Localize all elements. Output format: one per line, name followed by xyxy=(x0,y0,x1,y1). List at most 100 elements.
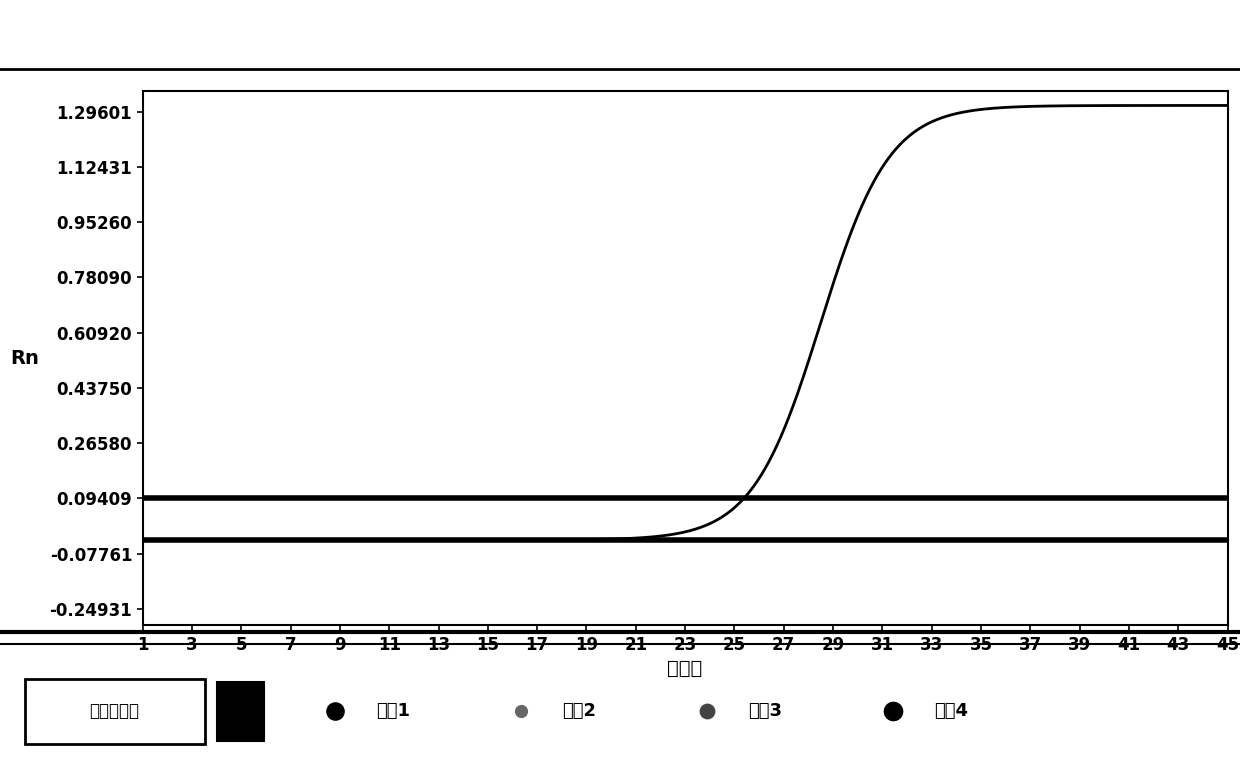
Point xyxy=(799,2,818,14)
Point xyxy=(108,22,128,34)
Point xyxy=(1099,0,1118,11)
Point xyxy=(852,31,872,43)
Point xyxy=(905,0,925,10)
Point xyxy=(57,2,77,14)
Point xyxy=(625,3,645,15)
Point xyxy=(795,0,815,11)
Point xyxy=(1050,33,1070,45)
Point xyxy=(105,14,125,27)
Point xyxy=(1006,23,1025,35)
Point xyxy=(63,36,83,48)
Point xyxy=(909,59,929,71)
Point xyxy=(1111,45,1131,57)
Point xyxy=(1118,62,1138,74)
Point xyxy=(713,36,733,48)
Bar xyxy=(1203,11,1234,65)
Point xyxy=(745,9,765,21)
Point xyxy=(637,38,657,50)
Point xyxy=(1070,44,1090,56)
Point xyxy=(632,10,652,22)
Point xyxy=(914,58,934,70)
Point xyxy=(812,3,832,15)
Point xyxy=(1136,24,1156,36)
Point xyxy=(52,34,72,46)
Point xyxy=(84,52,104,64)
Point xyxy=(722,5,742,17)
Point xyxy=(766,15,786,27)
Point xyxy=(543,46,563,58)
Point xyxy=(368,33,388,45)
Point xyxy=(1063,49,1083,61)
Point xyxy=(575,17,595,30)
Point xyxy=(1001,40,1021,52)
Point xyxy=(894,10,914,22)
Point xyxy=(527,56,547,68)
Point xyxy=(556,6,575,18)
Point xyxy=(206,61,226,74)
Point xyxy=(320,47,340,59)
Point xyxy=(568,63,588,75)
Point xyxy=(631,41,651,53)
Point xyxy=(475,44,495,56)
Point xyxy=(1048,16,1068,28)
Point xyxy=(854,52,874,64)
Point xyxy=(506,59,526,71)
Point xyxy=(386,17,405,30)
Point xyxy=(224,25,244,37)
Point xyxy=(439,6,459,18)
Point xyxy=(671,62,691,74)
Point xyxy=(1123,57,1143,69)
Point xyxy=(651,10,671,22)
Point xyxy=(987,0,1007,12)
Point xyxy=(114,13,134,25)
Point xyxy=(441,33,461,45)
Point xyxy=(660,36,680,48)
Point xyxy=(69,27,89,39)
Point xyxy=(170,51,190,63)
Point xyxy=(818,4,838,16)
Point xyxy=(697,36,717,48)
Point xyxy=(1035,27,1055,39)
Point xyxy=(283,47,303,59)
Point xyxy=(1123,25,1143,37)
Point xyxy=(355,13,374,25)
Point xyxy=(350,55,370,67)
Point xyxy=(928,17,947,30)
Point xyxy=(630,23,650,36)
Point xyxy=(484,11,503,23)
Point xyxy=(831,0,851,12)
Point xyxy=(730,10,750,22)
Point xyxy=(1050,35,1070,47)
Point xyxy=(275,52,295,64)
Point xyxy=(233,53,253,65)
Point xyxy=(781,22,801,34)
Point xyxy=(760,11,780,23)
Point xyxy=(1017,58,1037,70)
Point xyxy=(1164,21,1184,33)
Point xyxy=(1019,9,1039,21)
Point xyxy=(257,61,277,74)
Point xyxy=(265,40,285,52)
Point xyxy=(201,0,221,11)
Point xyxy=(831,41,851,53)
Point xyxy=(1125,30,1145,42)
Point xyxy=(528,7,548,19)
Point xyxy=(632,14,652,27)
Point xyxy=(247,0,267,11)
Point xyxy=(552,26,572,38)
Point xyxy=(606,59,626,71)
Point xyxy=(249,52,269,64)
Point xyxy=(76,30,95,42)
Point xyxy=(764,5,784,17)
Point xyxy=(455,16,475,28)
Point xyxy=(982,18,1002,30)
Point xyxy=(1054,49,1074,61)
Point xyxy=(180,20,200,33)
Point xyxy=(182,49,202,61)
Point xyxy=(83,55,103,67)
Point xyxy=(543,58,563,70)
Point xyxy=(87,59,107,71)
Point xyxy=(954,39,973,52)
Point xyxy=(680,24,699,36)
Point xyxy=(131,33,151,45)
